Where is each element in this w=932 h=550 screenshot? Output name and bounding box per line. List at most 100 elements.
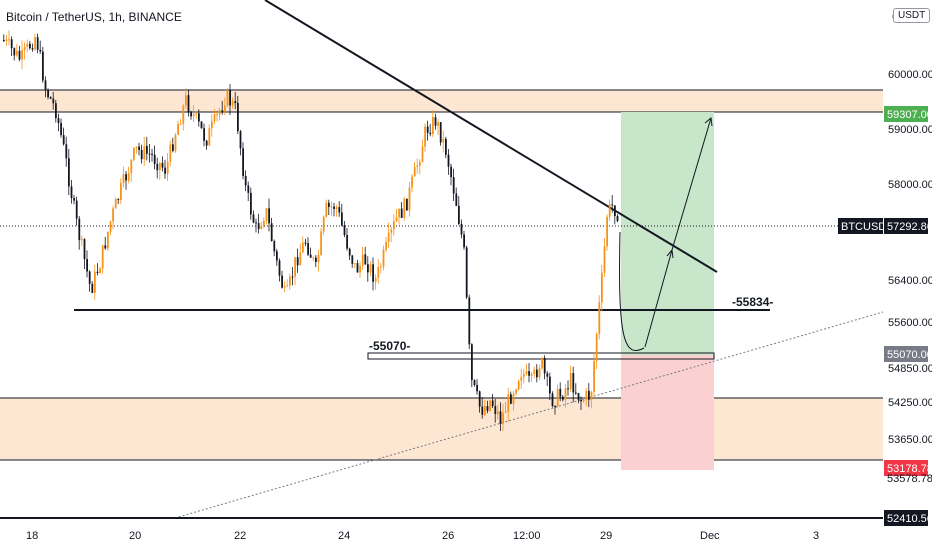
candle-body [250, 192, 252, 215]
y-tick-label: 55600.00 [888, 317, 932, 329]
candle-body [161, 162, 164, 168]
candle-body [172, 144, 174, 151]
candle-body [257, 223, 260, 229]
candle-body [127, 173, 130, 181]
candle-body [255, 222, 257, 224]
candle-body [36, 37, 39, 50]
y-tick-label: 56400.00 [888, 275, 932, 287]
bottom-price-tag-label: 52410.56 [887, 513, 932, 525]
candle-body [395, 217, 398, 222]
annotation-55070: -55070- [369, 339, 410, 353]
candle-body [281, 275, 283, 288]
candle-body [57, 118, 60, 123]
candle-body [403, 198, 406, 218]
candle-body [211, 121, 213, 129]
candle-body [351, 255, 354, 264]
candle-body [364, 254, 367, 265]
candle-body [533, 369, 536, 375]
candle-body [543, 358, 546, 374]
last-price-tag [884, 218, 928, 234]
candle-body [166, 161, 169, 174]
annotation-55834: -55834- [732, 295, 773, 309]
candle-body [494, 406, 497, 414]
candle-body [47, 89, 49, 98]
lower-support-zone [0, 398, 883, 460]
candle-body [499, 411, 502, 424]
candle-body [143, 145, 146, 160]
candle-body [237, 102, 239, 132]
candle-body [603, 246, 606, 273]
currency-button[interactable]: USDT [893, 8, 931, 23]
candle-body [218, 110, 221, 115]
candle-body [556, 388, 559, 407]
candle-body [203, 128, 205, 141]
y-tick-label: 58000.00 [888, 179, 932, 191]
candle-body [346, 235, 348, 249]
candle-body [577, 393, 580, 400]
candle-body [65, 144, 68, 159]
candle-body [478, 391, 481, 407]
candle-body [380, 266, 382, 268]
candle-body [562, 396, 564, 400]
ascending-dotted-trendline [174, 311, 884, 519]
candle-body [468, 297, 471, 345]
entry-price-tag-label: 55070.00 [887, 349, 932, 361]
candle-body [328, 202, 330, 207]
candle-body [291, 276, 294, 278]
candle-body [177, 123, 179, 135]
candle-body [416, 165, 419, 167]
candle-body [421, 146, 424, 163]
candle-body [190, 112, 192, 117]
candle-body [44, 80, 47, 90]
candle-body [276, 251, 278, 261]
candle-body [504, 411, 507, 413]
x-tick-label: 3 [813, 530, 819, 542]
candle-body [164, 167, 166, 174]
projection-arrow-1 [644, 249, 673, 348]
x-tick-label: 29 [600, 530, 612, 542]
candle-body [606, 216, 608, 247]
candle-body [400, 208, 403, 218]
downtrend-line [264, 0, 718, 273]
candle-body [564, 388, 567, 400]
candle-body [81, 239, 83, 241]
candle-body [595, 334, 598, 361]
target-price-tag-label: 59307.00 [887, 109, 932, 121]
candle-body [174, 134, 177, 151]
candle-body [452, 177, 455, 194]
candle-body [486, 406, 489, 411]
candle-body [114, 199, 117, 209]
candle-body [216, 114, 218, 116]
candle-body [13, 48, 16, 56]
x-tick-label: 22 [234, 530, 246, 542]
position-target-zone [621, 112, 714, 355]
candle-body [419, 162, 421, 166]
x-tick-label: 24 [338, 530, 350, 542]
candle-body [541, 358, 543, 369]
x-tick-label: 18 [26, 530, 38, 542]
y-tick-label: 53650.00 [888, 434, 932, 446]
candle-body [234, 101, 237, 103]
candle-body [387, 232, 390, 243]
candle-body [434, 117, 437, 126]
candle-body [598, 302, 601, 335]
candle-body [8, 39, 10, 41]
stop-price-tag-label: 53178.78 [887, 463, 932, 475]
candle-body [536, 369, 538, 378]
projection-arrow-2 [671, 117, 712, 251]
y-tick-label: 60000.00 [888, 69, 932, 81]
candle-body [398, 208, 400, 218]
candle-body [302, 242, 304, 253]
candle-body [208, 128, 211, 146]
candle-body [101, 245, 104, 269]
candle-body [569, 373, 572, 389]
candle-body [523, 373, 525, 377]
candle-body [356, 263, 359, 273]
candle-body [289, 276, 291, 286]
candle-body [52, 98, 55, 104]
candle-body [546, 373, 549, 377]
candle-body [34, 37, 36, 50]
candle-body [307, 243, 309, 255]
candle-body [473, 380, 476, 385]
